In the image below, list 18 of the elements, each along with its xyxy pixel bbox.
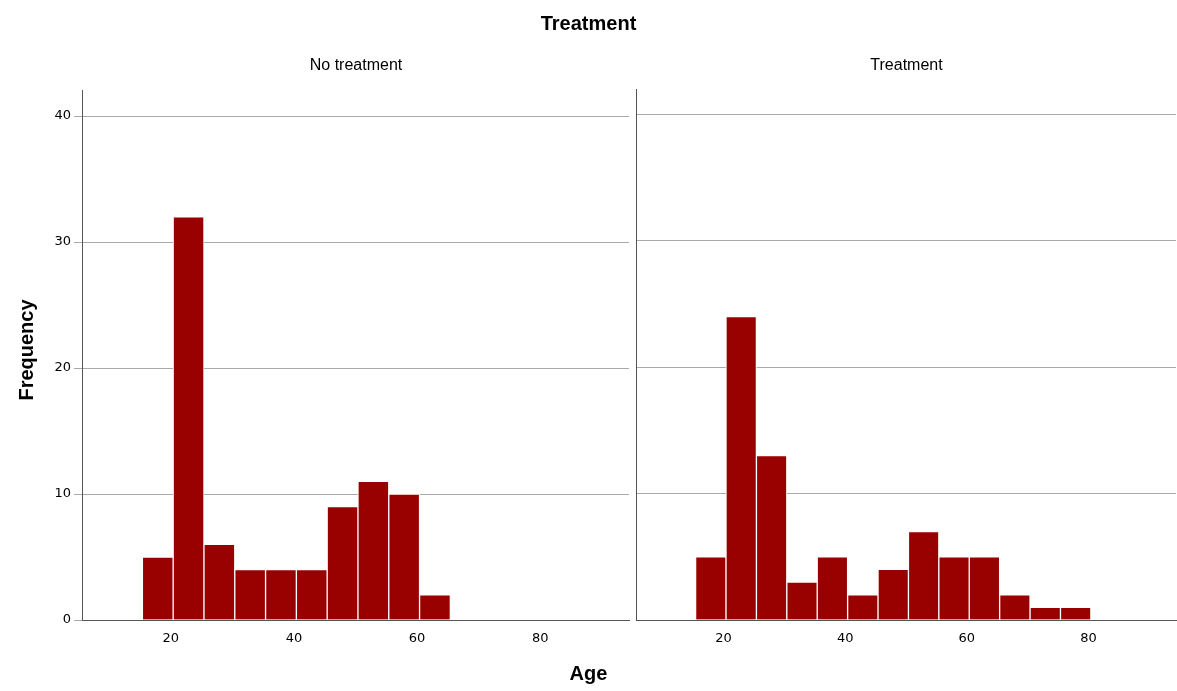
y-axis-title: Frequency (14, 299, 38, 401)
y-tick-label: 10 (54, 485, 71, 501)
x-tick-label: 80 (532, 630, 549, 646)
x-tick-label: 20 (162, 630, 179, 646)
y-tick-label: 30 (54, 233, 71, 249)
x-tick-label: 40 (836, 630, 854, 646)
x-tick-label: 40 (285, 630, 303, 646)
x-tick-label: 60 (408, 630, 426, 646)
y-tick-label: 0 (62, 611, 71, 627)
x-tick-label: 20 (715, 630, 732, 646)
x-axis-title: Age (568, 662, 609, 685)
y-tick-label: 40 (54, 107, 71, 123)
y-tick-label: 20 (54, 359, 71, 375)
x-tick-label: 60 (958, 630, 976, 646)
x-tick-label: 80 (1080, 630, 1097, 646)
chart-title: Treatment (539, 12, 638, 35)
chart-subtitle: No treatment (308, 56, 404, 74)
chart-subtitle: Treatment (869, 56, 944, 74)
